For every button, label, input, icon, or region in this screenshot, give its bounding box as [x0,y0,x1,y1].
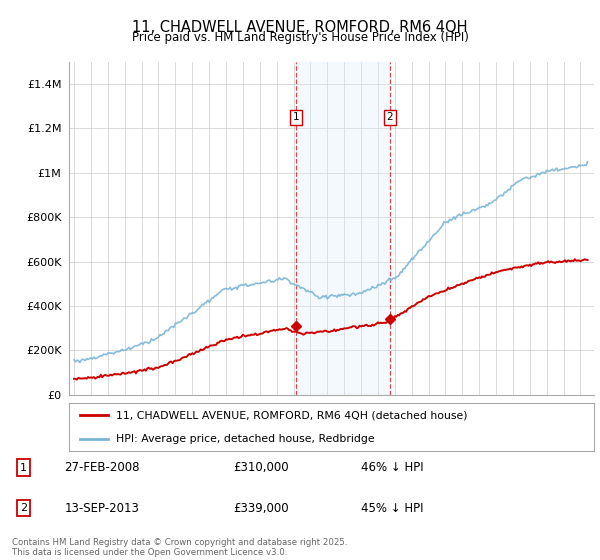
Text: HPI: Average price, detached house, Redbridge: HPI: Average price, detached house, Redb… [116,434,375,444]
Text: Contains HM Land Registry data © Crown copyright and database right 2025.
This d: Contains HM Land Registry data © Crown c… [12,538,347,557]
Text: 27-FEB-2008: 27-FEB-2008 [64,461,140,474]
Text: 11, CHADWELL AVENUE, ROMFORD, RM6 4QH (detached house): 11, CHADWELL AVENUE, ROMFORD, RM6 4QH (d… [116,410,468,420]
Bar [296,62,390,395]
Text: 2: 2 [386,112,393,122]
Text: £310,000: £310,000 [233,461,289,474]
Text: 11, CHADWELL AVENUE, ROMFORD, RM6 4QH: 11, CHADWELL AVENUE, ROMFORD, RM6 4QH [132,20,468,35]
Text: 13-SEP-2013: 13-SEP-2013 [64,502,139,515]
Text: 1: 1 [20,463,27,473]
Text: Price paid vs. HM Land Registry's House Price Index (HPI): Price paid vs. HM Land Registry's House … [131,31,469,44]
Text: 2: 2 [20,503,27,513]
Text: £339,000: £339,000 [233,502,289,515]
Text: 1: 1 [293,112,299,122]
Text: 45% ↓ HPI: 45% ↓ HPI [361,502,424,515]
Text: 46% ↓ HPI: 46% ↓ HPI [361,461,424,474]
